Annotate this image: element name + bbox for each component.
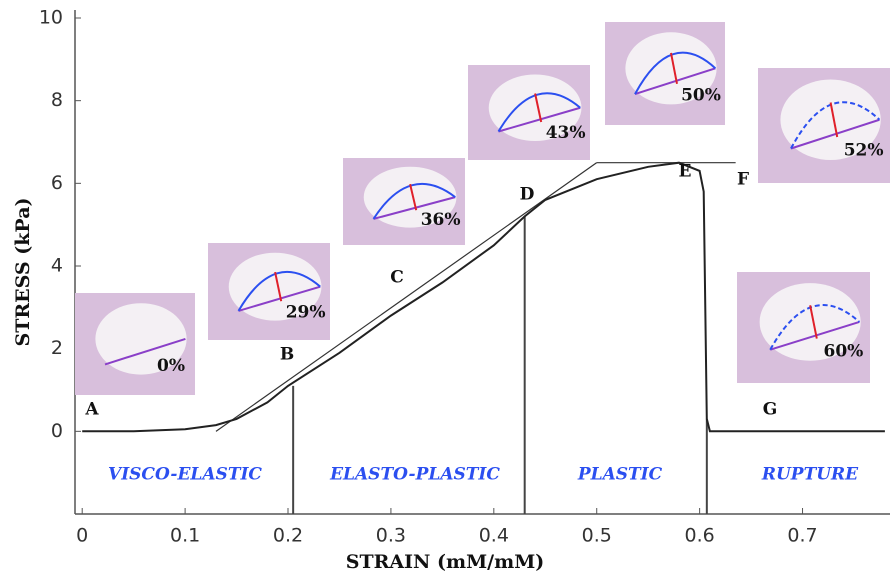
y-tick-label: 6 — [51, 172, 63, 194]
inset-percent: 0% — [157, 356, 185, 376]
inset-percent: 43% — [546, 123, 586, 143]
inset-arc — [237, 270, 321, 312]
inset-image: 0% — [75, 293, 195, 395]
inset-percent: 50% — [681, 86, 721, 106]
x-tick-label: 0 — [76, 525, 88, 547]
inset-base — [238, 285, 321, 312]
x-tick-label: 0.2 — [273, 525, 303, 547]
inset-lumen — [488, 74, 582, 141]
x-tick-label: 0.5 — [582, 525, 612, 547]
inset-base — [373, 196, 456, 220]
inset-lumen — [625, 32, 717, 105]
inset-base — [634, 67, 716, 96]
y-tick-label: 10 — [39, 7, 63, 29]
inset-percent: 29% — [286, 302, 326, 322]
region-label: VISCO-ELASTIC — [108, 465, 262, 485]
point-label: B — [280, 345, 294, 365]
tangent-line — [215, 162, 598, 432]
inset-arrow — [409, 183, 418, 211]
inset-arc — [497, 92, 581, 133]
x-axis-label: STRAIN (mM/mM) — [346, 551, 544, 573]
inset-arrow — [274, 271, 283, 302]
inset-percent: 52% — [844, 140, 884, 160]
inset-base — [790, 118, 880, 150]
y-tick-label: 0 — [51, 420, 63, 442]
x-tick-label: 0.7 — [787, 525, 817, 547]
inset-lumen — [95, 303, 187, 375]
point-label: E — [679, 162, 692, 182]
stress-curve — [82, 161, 885, 433]
inset-arrow — [670, 52, 678, 84]
x-tick-label: 0.3 — [376, 525, 406, 547]
inset-arrow — [534, 93, 543, 123]
inset-arrow — [829, 102, 839, 138]
inset-arc — [634, 51, 717, 95]
inset-lumen — [780, 79, 881, 160]
inset-percent: 60% — [823, 341, 863, 361]
inset-image: 43% — [468, 65, 590, 160]
region-label: PLASTIC — [577, 465, 663, 485]
inset-base — [104, 337, 186, 366]
inset-arc — [769, 304, 861, 351]
region-label: RUPTURE — [761, 465, 859, 485]
y-tick-label: 8 — [51, 89, 63, 111]
point-label: G — [763, 400, 778, 420]
point-label: A — [84, 400, 99, 420]
inset-image: 52% — [758, 68, 890, 183]
inset-image: 29% — [208, 243, 330, 340]
x-tick-label: 0.1 — [170, 525, 200, 547]
region-label: ELASTO-PLASTIC — [329, 465, 500, 485]
inset-base — [498, 106, 581, 133]
inset-base — [769, 320, 860, 351]
x-tick-label: 0.6 — [685, 525, 715, 547]
inset-arc — [790, 101, 881, 149]
x-tick-label: 0.4 — [479, 525, 509, 547]
inset-image: 50% — [605, 22, 725, 125]
inset-image: 60% — [737, 272, 870, 383]
inset-lumen — [759, 283, 861, 361]
point-label: D — [520, 185, 535, 205]
inset-image: 36% — [343, 158, 465, 245]
inset-arc — [372, 182, 456, 220]
inset-lumen — [363, 166, 457, 228]
y-tick-label: 2 — [51, 337, 63, 359]
inset-lumen — [228, 252, 322, 321]
point-label: F — [737, 170, 749, 190]
inset-arrow — [809, 305, 818, 339]
point-label: C — [390, 268, 404, 288]
y-axis-label: STRESS (kPa) — [12, 197, 34, 346]
y-tick-label: 4 — [51, 255, 63, 277]
inset-percent: 36% — [421, 210, 461, 230]
